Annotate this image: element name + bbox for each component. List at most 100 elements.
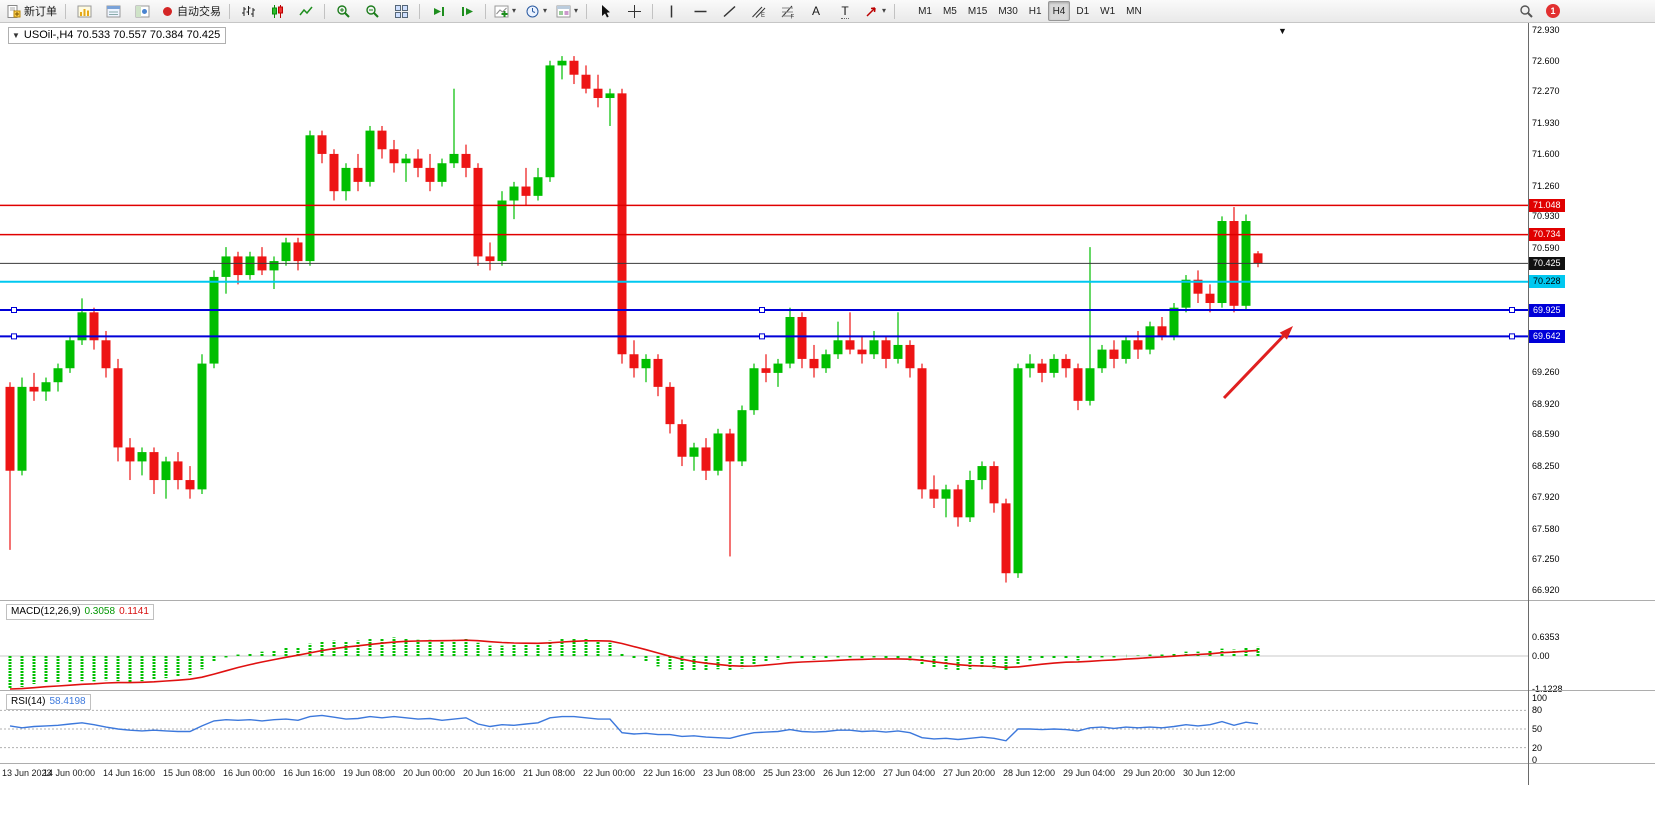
trendline-button[interactable] — [715, 0, 743, 22]
separator — [586, 3, 588, 19]
market-watch-button[interactable] — [70, 0, 98, 22]
crosshair-icon — [627, 4, 642, 19]
candle-body-down — [593, 88, 603, 99]
navigator-button[interactable] — [128, 0, 156, 22]
candle-body-up — [41, 382, 51, 392]
candle-body-down — [377, 130, 387, 150]
text-button[interactable]: A — [802, 0, 830, 22]
autotrading-button[interactable]: 自动交易 — [157, 0, 225, 22]
bar-chart-icon — [241, 4, 256, 19]
separator — [485, 3, 486, 19]
candle-body-down — [389, 149, 399, 164]
timeframe-button-M1[interactable]: M1 — [918, 5, 932, 17]
svg-text:F: F — [790, 14, 794, 19]
rsi-line — [9, 714, 1259, 742]
candle-body-up — [137, 452, 147, 462]
candle-body-up — [977, 466, 987, 481]
line-anchor-marker[interactable] — [759, 333, 765, 340]
candle-body-down — [461, 153, 471, 168]
arrow-annotation[interactable] — [1222, 333, 1286, 400]
time-axis-label: 27 Jun 20:00 — [943, 768, 996, 778]
search-button[interactable] — [1512, 0, 1540, 22]
indicators-icon — [494, 4, 509, 19]
timeframe-button-MN[interactable]: MN — [1126, 5, 1142, 17]
fibonacci-button[interactable]: F — [773, 0, 801, 22]
rsi-chart — [0, 709, 1528, 749]
data-window-icon — [106, 4, 121, 19]
candle-body-down — [101, 340, 111, 369]
line-anchor-marker[interactable] — [1509, 333, 1515, 340]
candle-body-up — [785, 316, 795, 364]
candle-body-up — [401, 158, 411, 164]
candle-body-down — [317, 135, 327, 154]
time-axis[interactable]: 13 Jun 2023 14 Jun 00:00 14 Jun 16:00 15 Ju… — [0, 764, 1528, 785]
horizontal-line-button[interactable] — [686, 0, 714, 22]
arrow-head[interactable] — [1279, 326, 1293, 340]
timeframe-button-M30[interactable]: M30 — [998, 5, 1018, 17]
candlestick-chart[interactable] — [0, 23, 1528, 600]
zoom-out-button[interactable] — [358, 0, 386, 22]
timeframe-button-W1[interactable]: W1 — [1100, 5, 1116, 17]
crosshair-button[interactable] — [620, 0, 648, 22]
toolbar: 新订单 自动交易 ▾ ▾ ▾ E F A T ▾ — [0, 0, 1655, 23]
timeframe-button-M5[interactable]: M5 — [942, 5, 957, 17]
cursor-button[interactable] — [591, 0, 619, 22]
templates-button[interactable]: ▾ — [552, 0, 582, 22]
data-window-button[interactable] — [99, 0, 127, 22]
timeframe-button-H4[interactable]: H4 — [1047, 1, 1071, 21]
macd-title: MACD(12,26,9) — [11, 606, 81, 617]
candle-body-up — [821, 354, 831, 369]
time-axis-label: 16 Jun 00:00 — [223, 768, 276, 778]
macd-panel[interactable]: MACD(12,26,9) 0.3058 0.1141 — [0, 601, 1528, 690]
textbox-tool-label: T — [841, 3, 849, 19]
line-anchor-marker[interactable] — [759, 307, 765, 313]
candle-body-down — [857, 349, 867, 355]
price-tag-69.925: 69.925 — [1529, 303, 1565, 317]
chart-bars-button[interactable] — [234, 0, 262, 22]
auto-scroll-button[interactable] — [424, 0, 452, 22]
tile-windows-button[interactable] — [387, 0, 415, 22]
arrows-button[interactable]: ▾ — [860, 0, 890, 22]
candle-body-down — [1061, 358, 1071, 369]
horizontal-line-icon — [693, 4, 708, 19]
time-axis-label: 14 Jun 00:00 — [43, 768, 96, 778]
channel-button[interactable]: E — [744, 0, 772, 22]
textbox-button[interactable]: T — [831, 0, 859, 22]
line-anchor-marker[interactable] — [11, 333, 17, 340]
new-order-button[interactable]: 新订单 — [2, 0, 61, 22]
separator — [324, 3, 325, 19]
window-menu-caret[interactable]: ▼ — [1278, 26, 1287, 36]
price-axis-label: 67.250 — [1532, 554, 1560, 565]
price-axis[interactable]: 72.930 72.600 72.270 71.930 71.600 71.260 70.9… — [1529, 23, 1655, 785]
candle-body-down — [521, 186, 531, 196]
line-anchor-marker[interactable] — [11, 307, 17, 313]
notification-badge[interactable]: 1 — [1546, 4, 1560, 18]
timeframe-button-M15[interactable]: M15 — [967, 5, 988, 17]
chart-shift-button[interactable] — [453, 0, 481, 22]
new-order-label: 新订单 — [24, 6, 57, 18]
window-collapse-icon[interactable]: ▼ — [12, 31, 20, 40]
price-chart-canvas[interactable]: ▼ USOil-,H4 70.533 70.557 70.384 70.425 … — [0, 23, 1528, 600]
price-axis-label: 71.600 — [1532, 148, 1560, 159]
price-tag-69.642: 69.642 — [1529, 329, 1565, 343]
candle-body-up — [1097, 349, 1107, 369]
vertical-line-button[interactable] — [657, 0, 685, 22]
timeframe-button-H1[interactable]: H1 — [1028, 5, 1042, 17]
periods-button[interactable]: ▾ — [521, 0, 551, 22]
candle-body-up — [533, 177, 543, 196]
chart-candles-button[interactable] — [263, 0, 291, 22]
candle-body-down — [725, 433, 735, 462]
timeframe-button-D1[interactable]: D1 — [1076, 5, 1090, 17]
candle-body-up — [605, 93, 615, 99]
candle-body-down — [569, 60, 579, 75]
rsi-panel[interactable]: RSI(14) 58.4198 — [0, 691, 1528, 763]
line-anchor-marker[interactable] — [1509, 307, 1515, 313]
chart-line-button[interactable] — [292, 0, 320, 22]
candle-body-down — [329, 153, 339, 192]
panel-separator[interactable] — [0, 690, 1655, 691]
indicators-button[interactable]: ▾ — [490, 0, 520, 22]
candle-body-down — [1253, 253, 1263, 264]
panel-separator[interactable] — [0, 600, 1655, 601]
zoom-in-button[interactable] — [329, 0, 357, 22]
